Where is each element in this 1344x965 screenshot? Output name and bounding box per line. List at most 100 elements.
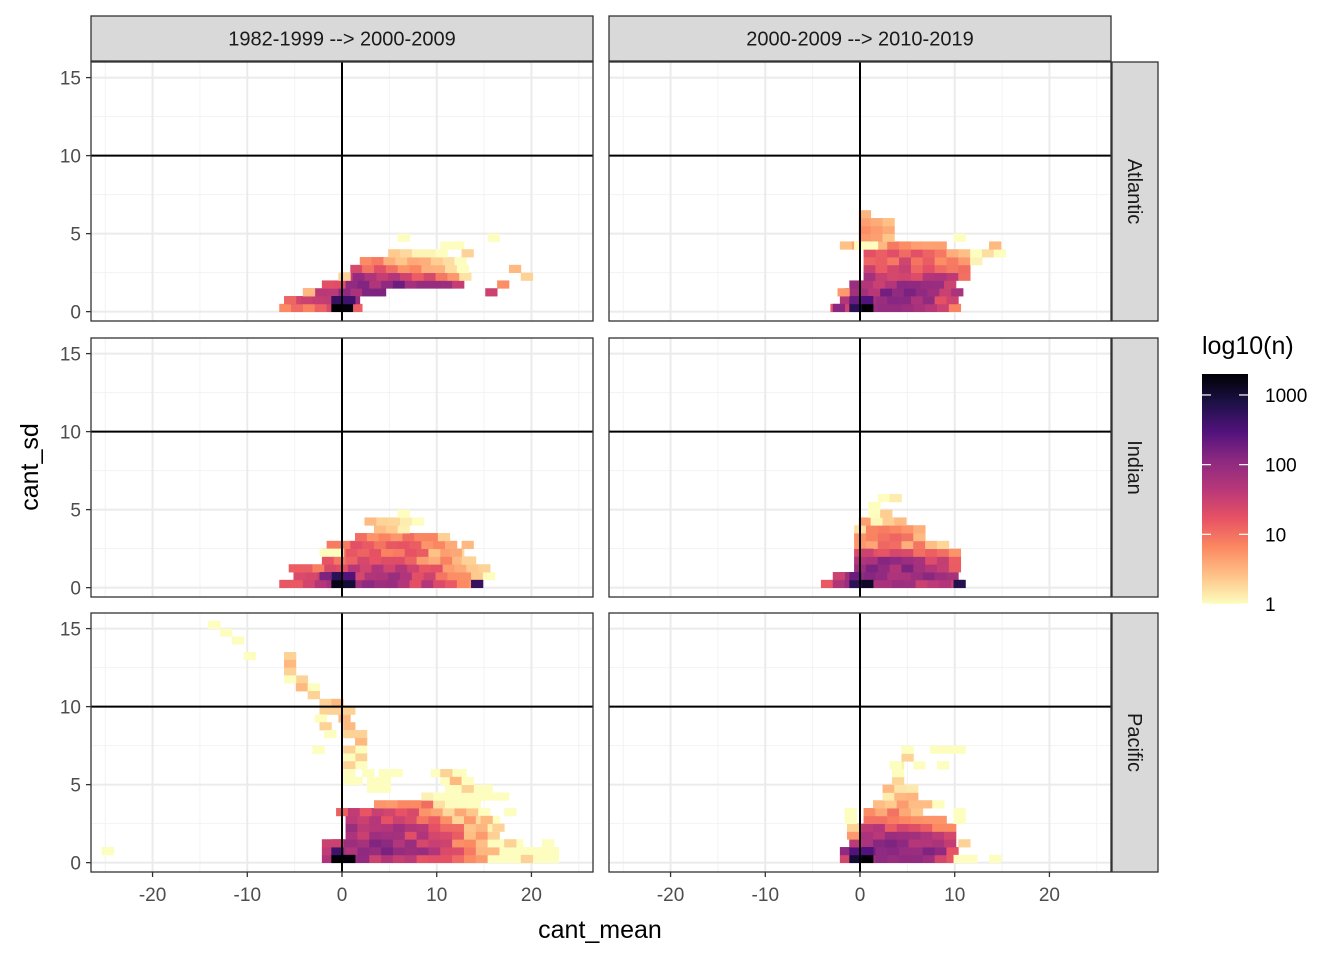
bin-cell [456,579,470,589]
bin-cell [936,761,950,770]
bin-cell [357,839,370,848]
bin-cell [989,854,1002,864]
bin-cell [411,572,425,581]
bin-cell [314,303,328,313]
bin-cell [437,533,451,542]
bin-cell [433,792,446,801]
bin-cell [343,753,356,762]
bin-cell [392,831,406,840]
bin-cell [345,280,358,289]
bin-cell [884,823,898,832]
bin-cell [376,272,389,281]
bin-cell [208,620,221,629]
bin-cell [338,288,351,297]
bin-cell [381,823,394,832]
bin-cell [295,683,309,692]
bin-cell [868,501,881,511]
bin-cell [915,579,928,589]
bin-cell [440,854,453,864]
bin-cell [369,854,382,864]
bin-cell [331,854,344,864]
bin-cell [347,564,361,573]
bin-cell [927,288,940,297]
bin-cell [910,241,924,250]
strip-background [1111,61,1159,322]
bin-cell [343,572,356,581]
bins [279,509,496,589]
bin-cell [392,556,406,565]
legend-break-label: 1 [1265,595,1276,616]
bin-cell [899,249,912,258]
bin-cell [463,847,477,856]
bin-cell [901,548,914,557]
bin-cell [362,288,375,297]
bin-cell [392,854,406,864]
bin-cell [350,288,363,297]
bin-cell [884,280,898,289]
bin-cell [302,303,316,313]
strip-label: Indian [1123,440,1145,495]
bin-cell [409,264,422,274]
bin-cell [307,683,320,692]
bin-cell [910,847,924,856]
bin-cell [343,579,356,589]
bin-cell [849,847,862,856]
bin-cell [875,249,888,258]
bin-cell [875,847,888,856]
bin-cell [913,548,926,557]
bin-cell [243,652,256,661]
bin-cell [430,769,444,778]
bin-cell [456,264,470,274]
bin-cell [326,288,339,297]
facet-strip-row-atlantic: Atlantic [1111,61,1159,322]
bin-cell [416,815,429,825]
bin-cell [331,548,344,557]
bin-cell [910,249,924,258]
bin-cell [331,847,344,856]
axes-layer: 0 5 10 15 0 5 10 15 0 5 10 15 -20 -10 0 10 20 -20 -10 0 10 20 [60,69,1060,906]
bins [830,210,1007,313]
bin-cell [475,839,489,848]
bin-cell [321,280,335,289]
bin-cell [463,831,477,840]
bin-cell [880,288,893,297]
bin-cell [865,241,879,250]
bin-cell [891,288,905,297]
facet-strip-row-indian: Indian [1111,337,1159,598]
bin-cell [440,548,453,557]
bin-cell [899,272,912,281]
bin-cell [861,854,874,864]
bin-cell [487,815,500,825]
bin-cell [355,745,368,754]
bin-cell [359,808,372,817]
bin-cell [906,784,919,793]
bin-cell [312,564,325,573]
bin-cell [312,296,325,305]
bin-cell [452,847,465,856]
bin-cell [362,579,375,589]
bin-cell [338,540,351,550]
bin-cell [397,540,410,550]
bin-cell [430,564,444,573]
bin-cell [865,525,879,534]
bin-cell [863,257,876,266]
bin-cell [839,241,853,250]
bin-cell [421,800,434,809]
bin-cell [870,233,883,242]
bin-cell [936,564,950,573]
bin-cell [901,745,914,754]
bin-cell [445,264,458,274]
bin-cell [404,847,417,856]
bin-cell [913,540,926,550]
bin-cell [908,800,921,809]
bin-cell [461,776,474,786]
bin-cell [355,737,368,747]
strip-label: 1982-1999 --> 2000-2009 [228,29,455,51]
bin-cell [920,800,933,809]
bin-cell [392,839,406,848]
bin-cell [428,815,441,825]
bin-cell [463,854,477,864]
bin-cell [849,579,862,589]
bin-cell [390,769,403,778]
bin-cell [849,303,862,313]
